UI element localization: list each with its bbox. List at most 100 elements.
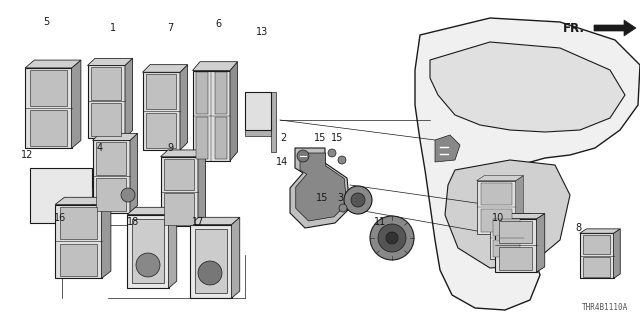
Text: 18: 18	[127, 217, 139, 227]
Circle shape	[297, 150, 309, 162]
Bar	[195, 229, 227, 293]
Bar	[493, 240, 520, 257]
Text: 10: 10	[492, 213, 504, 223]
Bar	[190, 225, 232, 298]
Text: 14: 14	[276, 157, 288, 167]
Bar	[164, 159, 195, 190]
Polygon shape	[55, 197, 111, 204]
Polygon shape	[88, 58, 132, 65]
Bar	[29, 110, 67, 146]
Circle shape	[351, 193, 365, 207]
Polygon shape	[180, 65, 188, 150]
Polygon shape	[72, 60, 81, 148]
Bar	[88, 65, 125, 138]
Circle shape	[136, 253, 160, 277]
Polygon shape	[168, 207, 177, 288]
Polygon shape	[435, 135, 460, 162]
Text: 12: 12	[21, 150, 33, 160]
Text: 4: 4	[97, 143, 103, 153]
Bar	[495, 219, 536, 272]
Bar	[92, 188, 100, 203]
Bar	[245, 130, 271, 135]
Polygon shape	[536, 213, 545, 272]
Text: 15: 15	[316, 193, 328, 203]
Polygon shape	[516, 176, 524, 234]
Text: 9: 9	[167, 143, 173, 153]
Bar	[96, 142, 126, 175]
Bar	[481, 183, 512, 205]
Bar	[92, 67, 121, 100]
Text: 17: 17	[192, 217, 204, 227]
Polygon shape	[125, 58, 132, 138]
Polygon shape	[415, 18, 640, 310]
Polygon shape	[130, 133, 138, 212]
Polygon shape	[477, 176, 524, 181]
Bar	[499, 247, 532, 270]
Bar	[580, 233, 614, 278]
Text: 8: 8	[575, 223, 581, 233]
Text: 6: 6	[215, 19, 221, 29]
Polygon shape	[143, 65, 188, 72]
Bar	[60, 244, 97, 276]
Polygon shape	[198, 150, 205, 227]
Polygon shape	[127, 207, 177, 214]
Circle shape	[386, 232, 398, 244]
Text: THR4B1110A: THR4B1110A	[582, 303, 628, 312]
Bar	[143, 72, 180, 150]
Bar	[164, 194, 195, 225]
Bar	[161, 157, 198, 227]
Bar	[60, 207, 97, 239]
Polygon shape	[193, 62, 237, 70]
Bar	[92, 103, 121, 136]
Text: 1: 1	[110, 23, 116, 33]
Bar	[490, 218, 524, 259]
Text: 3: 3	[337, 193, 343, 203]
Text: 7: 7	[167, 23, 173, 33]
Polygon shape	[430, 42, 625, 132]
Circle shape	[328, 149, 336, 157]
Bar	[499, 221, 532, 243]
Polygon shape	[290, 148, 350, 228]
Circle shape	[198, 261, 222, 285]
Bar	[93, 140, 130, 212]
Bar	[25, 68, 72, 148]
Bar	[477, 181, 516, 234]
Text: 16: 16	[54, 213, 66, 223]
Polygon shape	[495, 213, 545, 219]
Text: 13: 13	[256, 27, 268, 37]
Circle shape	[339, 204, 347, 212]
Bar	[196, 72, 208, 114]
Polygon shape	[190, 217, 240, 225]
Bar	[583, 258, 610, 277]
Bar	[214, 72, 227, 114]
Text: 15: 15	[331, 133, 343, 143]
Bar	[29, 70, 67, 106]
Polygon shape	[490, 213, 531, 218]
Polygon shape	[93, 133, 138, 140]
Bar	[127, 214, 168, 288]
Bar	[147, 74, 176, 109]
Bar	[193, 70, 230, 161]
Circle shape	[121, 188, 135, 202]
Text: 2: 2	[280, 133, 286, 143]
Bar	[271, 92, 276, 152]
Bar	[55, 204, 102, 278]
Polygon shape	[161, 150, 205, 157]
Circle shape	[338, 156, 346, 164]
Bar	[96, 178, 126, 211]
Text: 5: 5	[43, 17, 49, 27]
Polygon shape	[296, 153, 347, 221]
Text: FR.: FR.	[563, 21, 585, 35]
Polygon shape	[445, 160, 570, 268]
Bar	[493, 219, 520, 236]
Bar	[481, 209, 512, 232]
Bar	[214, 117, 227, 159]
Bar	[196, 117, 208, 159]
Circle shape	[344, 186, 372, 214]
Bar	[132, 220, 164, 283]
Bar	[147, 113, 176, 148]
Polygon shape	[614, 229, 620, 278]
Circle shape	[378, 224, 406, 252]
Bar	[30, 168, 92, 223]
Polygon shape	[230, 62, 237, 161]
